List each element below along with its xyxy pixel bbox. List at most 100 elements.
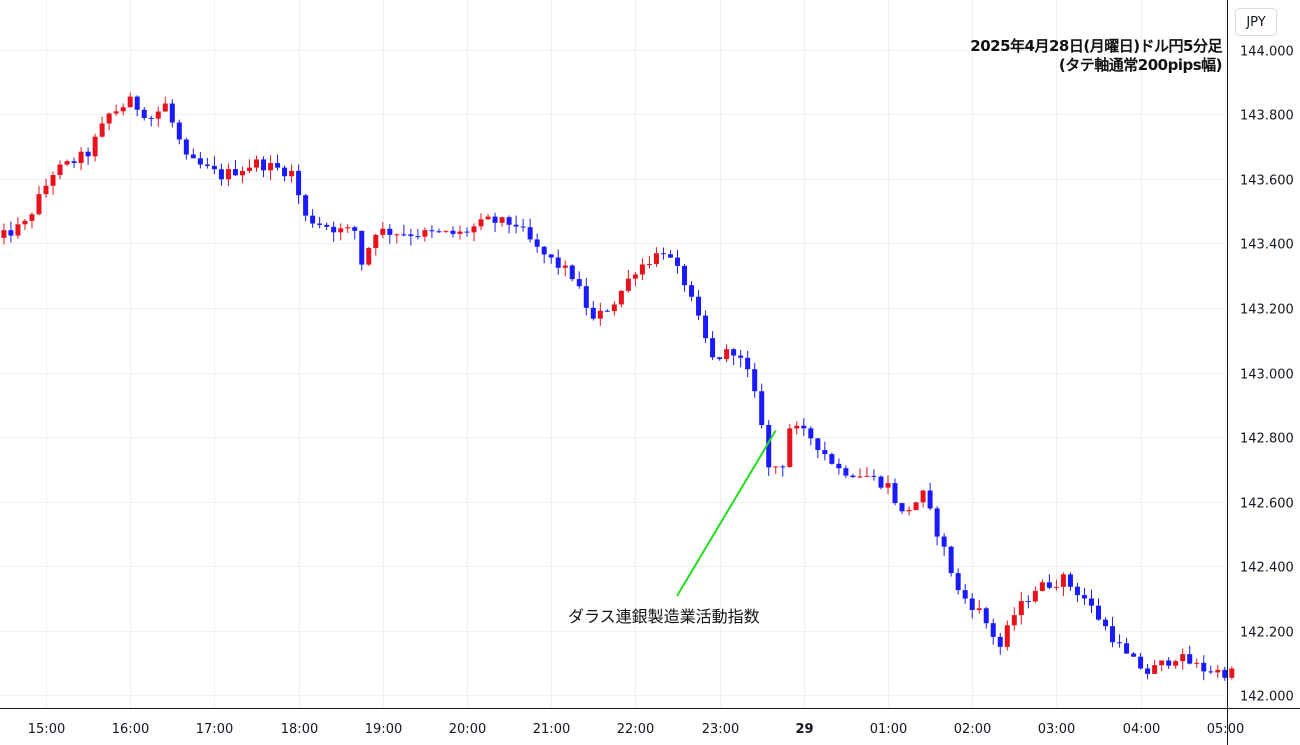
candle-body — [43, 185, 49, 195]
candle — [373, 233, 379, 256]
candle-body — [808, 428, 814, 439]
candle — [934, 506, 940, 546]
candle-body — [1088, 598, 1094, 606]
candle — [296, 164, 302, 205]
candle-body — [717, 357, 723, 360]
candle-body — [29, 214, 35, 221]
candle — [1215, 665, 1221, 678]
candle-body — [1124, 643, 1130, 654]
candle — [282, 165, 288, 182]
candle — [464, 227, 470, 237]
candle — [541, 245, 547, 264]
candle-body — [134, 96, 140, 110]
candle — [1117, 634, 1123, 648]
candle-body — [92, 136, 98, 157]
candle — [850, 473, 856, 479]
candle-body — [261, 159, 267, 171]
candle — [1222, 666, 1228, 681]
candle — [829, 452, 835, 465]
candle-body — [197, 158, 203, 165]
candle — [345, 224, 351, 233]
candle-body — [639, 264, 645, 275]
candle-body — [710, 338, 716, 358]
candle — [646, 256, 652, 269]
candle-body — [120, 107, 126, 112]
candle-body — [794, 425, 800, 429]
candle-body — [1208, 671, 1214, 673]
candle — [155, 106, 161, 127]
candle — [162, 96, 168, 112]
candle — [478, 213, 484, 231]
candle — [225, 163, 231, 186]
candle-body — [1103, 619, 1109, 627]
candle — [268, 155, 274, 181]
candle-body — [885, 483, 891, 488]
candle-body — [1194, 662, 1200, 664]
candle-body — [443, 230, 449, 232]
currency-button[interactable]: JPY — [1235, 8, 1277, 36]
candle — [983, 606, 989, 629]
candle — [527, 218, 533, 243]
candle — [639, 258, 645, 280]
candle — [1131, 652, 1137, 657]
candle — [1152, 659, 1158, 674]
candle — [871, 469, 877, 481]
candle-body — [948, 546, 954, 574]
candle — [57, 160, 63, 180]
candle-body — [745, 357, 751, 370]
candle-body — [22, 220, 28, 225]
candle — [148, 115, 154, 127]
candle — [1229, 666, 1235, 680]
annotation-label: ダラス連銀製造業活動指数 — [568, 607, 760, 626]
candle-body — [8, 230, 14, 236]
candle-body — [864, 475, 870, 477]
gridlines — [0, 0, 1227, 708]
candle — [1159, 660, 1165, 671]
candle-body — [787, 428, 793, 468]
candle-body — [436, 231, 442, 233]
candle-body — [15, 224, 21, 236]
candle — [254, 155, 259, 172]
candle — [899, 502, 905, 514]
candle-body — [36, 194, 42, 215]
candle-body — [64, 161, 70, 165]
candle-body — [1096, 605, 1101, 620]
candle — [920, 489, 926, 508]
candle-body — [724, 349, 730, 360]
candle — [759, 383, 765, 429]
candle-body — [941, 536, 947, 547]
candle-body — [506, 217, 512, 225]
candle — [289, 164, 295, 183]
candlesticks — [1, 92, 1235, 681]
candle-body — [394, 234, 400, 236]
candle — [366, 247, 372, 266]
candle — [246, 159, 252, 174]
candle — [604, 309, 610, 312]
candle-body — [169, 103, 175, 123]
candle — [752, 362, 758, 398]
candle — [745, 350, 751, 378]
candle — [120, 103, 126, 116]
candle-body — [590, 307, 596, 319]
candle — [1004, 620, 1010, 651]
candle — [443, 230, 449, 234]
candle — [696, 290, 702, 321]
candle — [773, 466, 779, 474]
candle — [1138, 652, 1144, 670]
candle — [36, 185, 42, 216]
candle — [1025, 595, 1031, 609]
candle — [506, 215, 512, 234]
candle-body — [731, 349, 737, 356]
candle — [211, 156, 217, 175]
candle — [1124, 637, 1130, 654]
y-tick-label: 144.000 — [1240, 45, 1294, 60]
candle-body — [899, 503, 905, 512]
candle — [787, 424, 793, 468]
candle-body — [324, 224, 330, 227]
candle — [892, 478, 898, 506]
candle — [1088, 589, 1094, 614]
y-tick-label: 142.400 — [1240, 561, 1294, 576]
x-tick-label: 17:00 — [196, 722, 233, 737]
